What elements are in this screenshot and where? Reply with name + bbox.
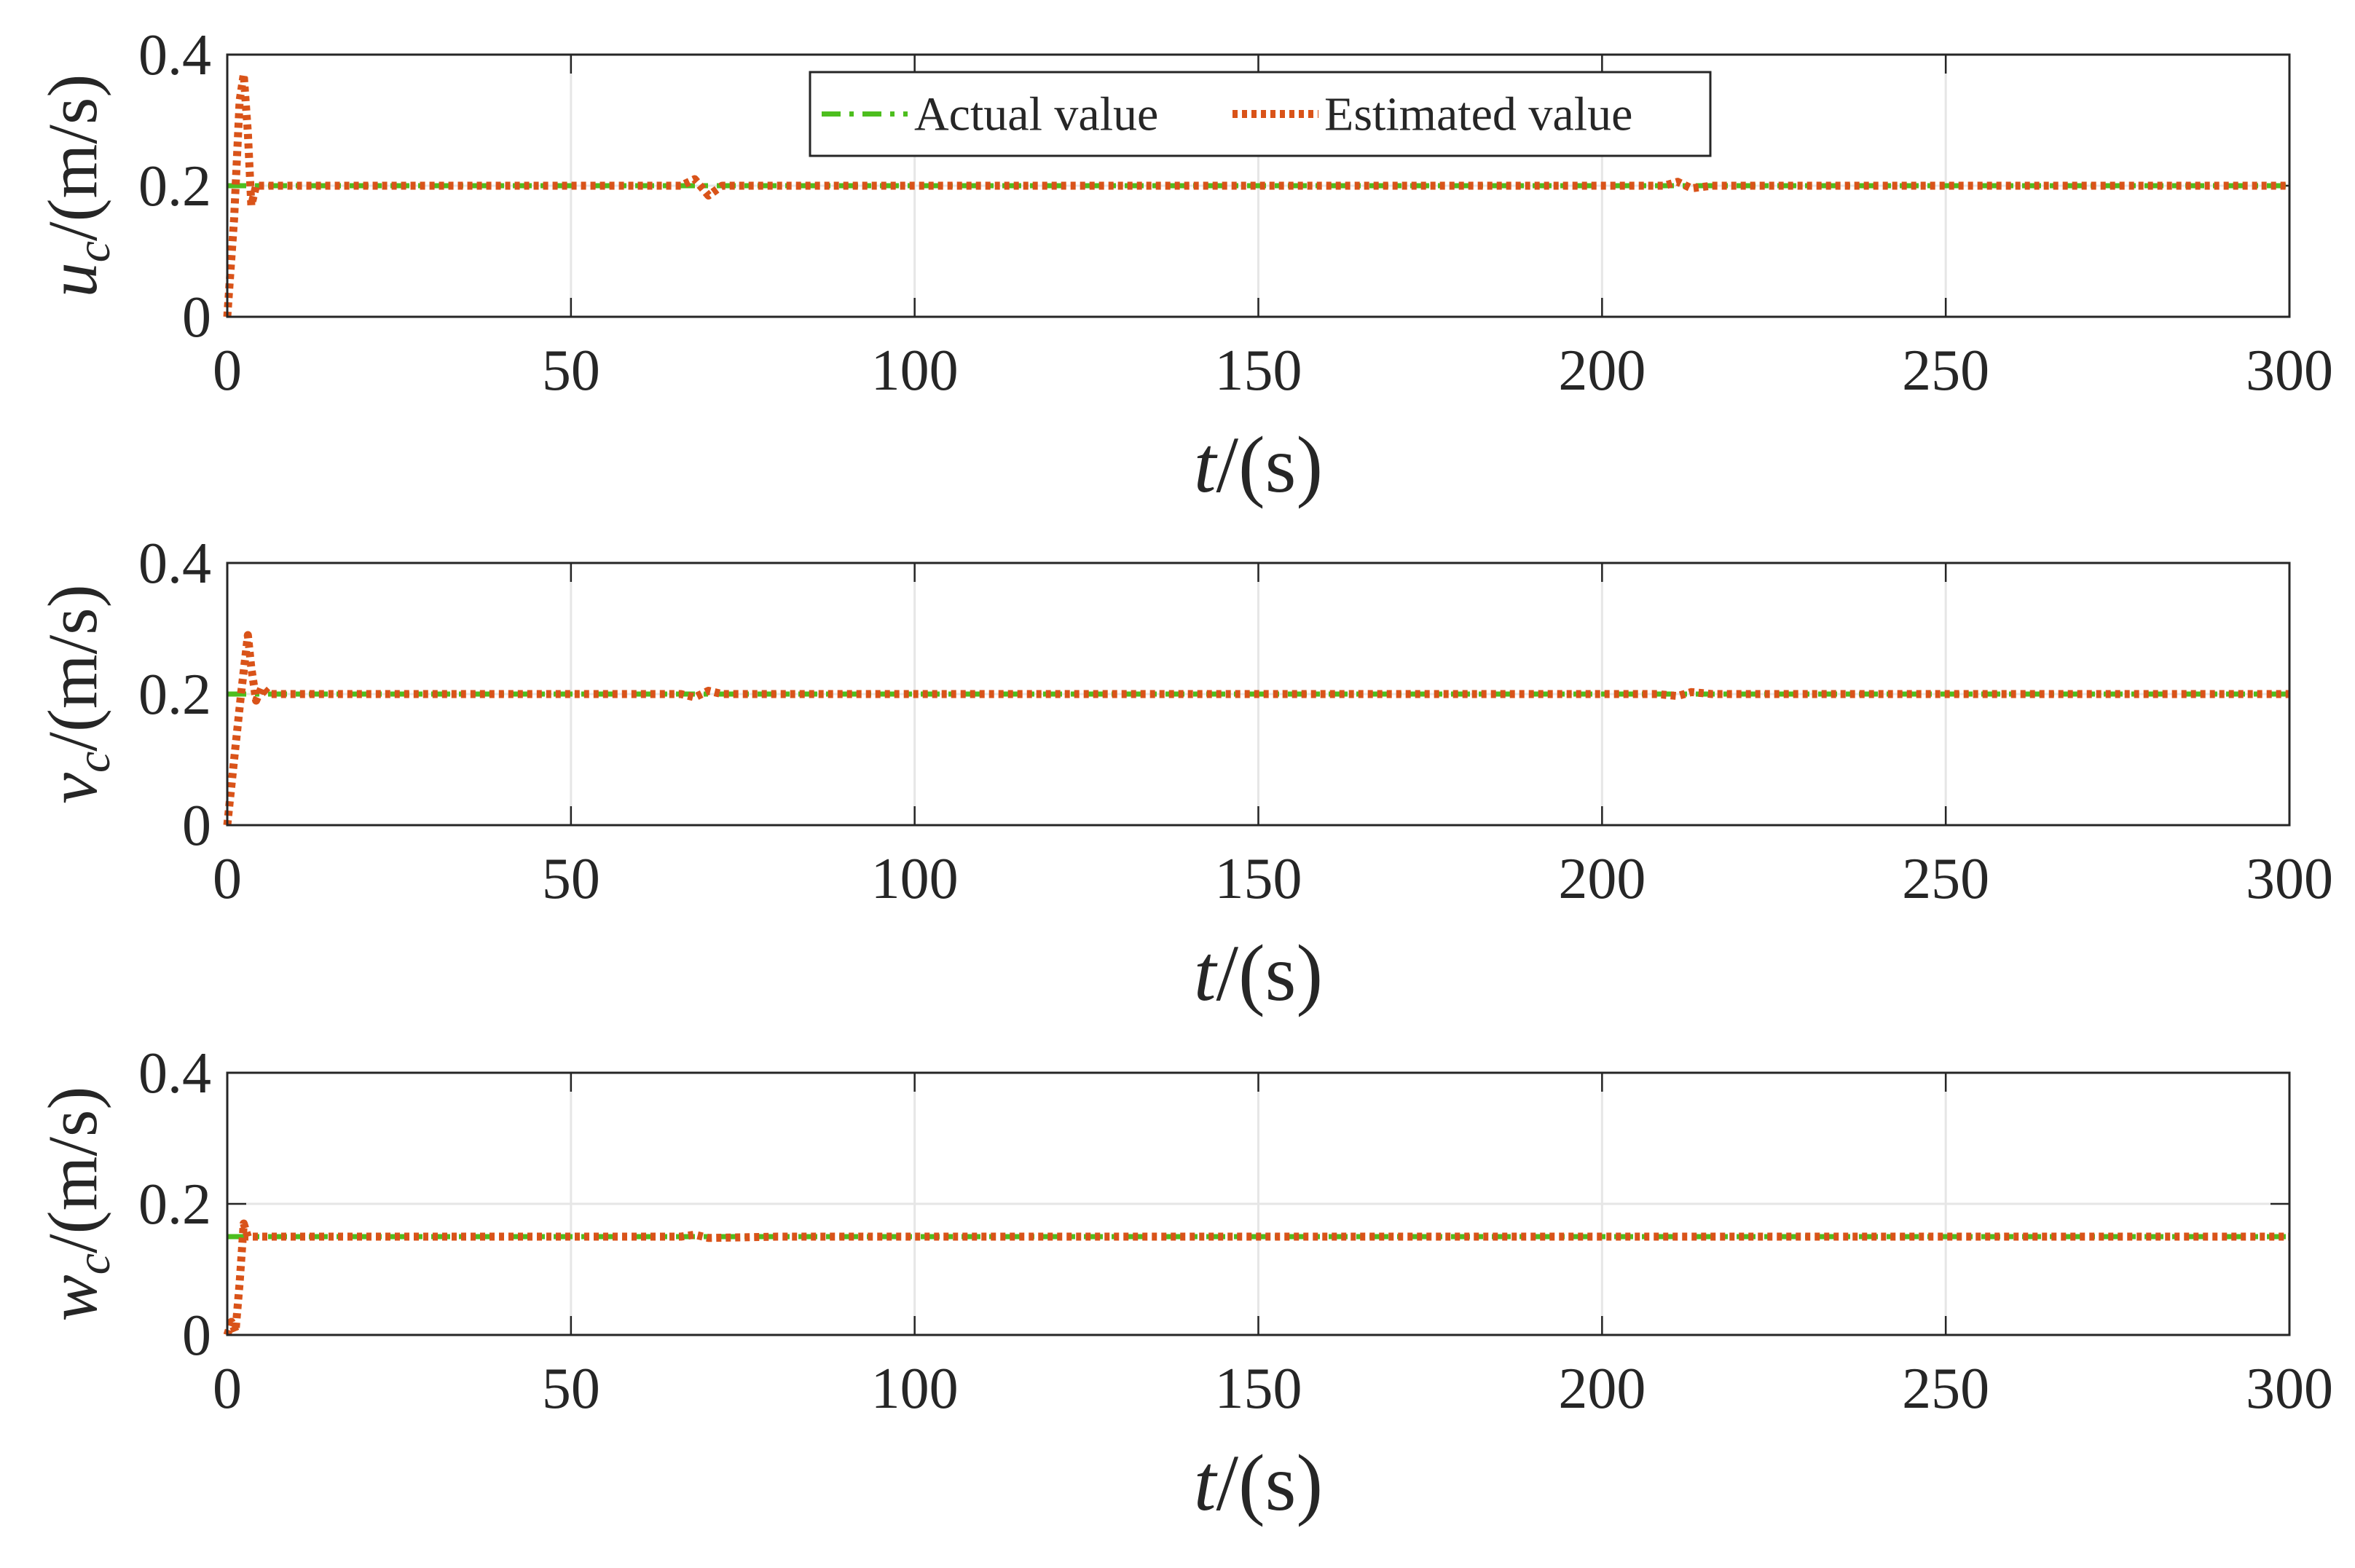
x-tick-label: 0 xyxy=(213,1357,242,1421)
y-tick-label: 0.2 xyxy=(138,663,211,727)
x-tick-label: 250 xyxy=(1902,339,1989,403)
y-axis-subscript: c xyxy=(67,752,120,773)
chart-panel-2: 0 50 100 150 200 250 300 0 0.2 0.4 t/(s) vc/(m/s) xyxy=(34,532,2333,1017)
x-tick-label: 100 xyxy=(871,847,959,911)
x-axis-label: t/(s) xyxy=(1194,929,1323,1017)
legend-label-actual: Actual value xyxy=(914,88,1158,141)
axes-box xyxy=(226,53,2291,318)
x-tick-label: 150 xyxy=(1215,847,1302,911)
x-tick-label: 50 xyxy=(542,1357,600,1421)
axes-box xyxy=(226,562,2291,827)
legend-label-estimated: Estimated value xyxy=(1324,88,1632,141)
x-tick-label: 300 xyxy=(2246,339,2333,403)
chart-panel-3: 0 50 100 150 200 250 300 0 0.2 0.4 t/(s) wc/(m/s) xyxy=(34,1041,2333,1527)
x-tick-label: 300 xyxy=(2246,847,2333,911)
x-tick-label: 150 xyxy=(1215,1357,1302,1421)
x-tick-label: 100 xyxy=(871,1357,959,1421)
y-tick-label: 0.2 xyxy=(138,1173,211,1237)
y-tick-label: 0.4 xyxy=(138,532,211,596)
chart-panel-1: 0 50 100 150 200 250 300 0 0.2 0.4 t/(s) uc/(m/s) Ac… xyxy=(34,23,2333,509)
x-tick-label: 100 xyxy=(871,339,959,403)
x-tick-label: 250 xyxy=(1902,1357,1989,1421)
x-tick-label: 50 xyxy=(542,339,600,403)
x-axis-symbol: t xyxy=(1194,420,1218,509)
y-axis-unit: /(m/s) xyxy=(34,74,111,241)
y-tick-label: 0.4 xyxy=(138,1041,211,1106)
x-tick-label: 0 xyxy=(213,339,242,403)
x-axis-unit: /(s) xyxy=(1216,929,1323,1017)
x-axis-label: t/(s) xyxy=(1194,1438,1323,1527)
y-axis-subscript: c xyxy=(67,1253,120,1275)
y-tick-label: 0 xyxy=(182,794,211,858)
x-axis-symbol: t xyxy=(1194,929,1218,1017)
y-axis-unit: /(m/s) xyxy=(34,1087,111,1253)
x-tick-label: 250 xyxy=(1902,847,1989,911)
legend: Actual value Estimated value xyxy=(809,71,1712,157)
x-tick-label: 200 xyxy=(1558,847,1646,911)
y-axis-label: vc/(m/s) xyxy=(34,584,120,803)
x-tick-label: 200 xyxy=(1558,1357,1646,1421)
x-axis-unit: /(s) xyxy=(1216,420,1323,509)
x-axis-symbol: t xyxy=(1194,1438,1218,1527)
y-tick-label: 0 xyxy=(182,1304,211,1368)
y-tick-label: 0 xyxy=(182,285,211,350)
x-tick-label: 0 xyxy=(213,847,242,911)
y-axis-symbol: v xyxy=(34,773,111,804)
series-line-estimated xyxy=(223,1219,2289,1336)
y-axis-subscript: c xyxy=(67,241,120,262)
series-line-estimated xyxy=(223,70,2289,318)
y-axis-label: uc/(m/s) xyxy=(34,74,120,298)
y-axis-symbol: w xyxy=(34,1275,111,1321)
x-tick-label: 150 xyxy=(1215,339,1302,403)
x-tick-label: 200 xyxy=(1558,339,1646,403)
y-tick-label: 0.4 xyxy=(138,23,211,87)
y-axis-label: wc/(m/s) xyxy=(34,1087,120,1322)
y-tick-label: 0.2 xyxy=(138,154,211,218)
x-axis-label: t/(s) xyxy=(1194,420,1323,509)
x-axis-unit: /(s) xyxy=(1216,1438,1323,1527)
y-axis-symbol: u xyxy=(34,262,111,297)
x-tick-label: 300 xyxy=(2246,1357,2333,1421)
y-axis-unit: /(m/s) xyxy=(34,584,111,751)
series-line-estimated xyxy=(223,631,2289,826)
legend-box xyxy=(809,71,1712,157)
axes-box xyxy=(226,1071,2291,1336)
x-tick-label: 50 xyxy=(542,847,600,911)
